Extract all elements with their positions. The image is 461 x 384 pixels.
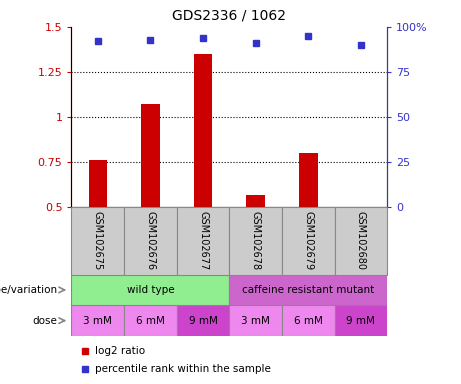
Bar bbox=[177, 207, 229, 275]
Bar bbox=[71, 275, 230, 305]
Text: wild type: wild type bbox=[127, 285, 174, 295]
Bar bbox=[282, 305, 335, 336]
Bar bbox=[282, 207, 335, 275]
Bar bbox=[71, 207, 124, 275]
Bar bbox=[335, 305, 387, 336]
Bar bbox=[299, 153, 318, 207]
Bar bbox=[335, 207, 387, 275]
Bar bbox=[230, 305, 282, 336]
Text: GSM102675: GSM102675 bbox=[93, 211, 103, 270]
Text: 9 mM: 9 mM bbox=[189, 316, 218, 326]
Bar bbox=[177, 305, 229, 336]
Text: 6 mM: 6 mM bbox=[294, 316, 323, 326]
Bar bbox=[229, 207, 282, 275]
Bar bbox=[247, 195, 265, 207]
Bar bbox=[124, 305, 177, 336]
Text: percentile rank within the sample: percentile rank within the sample bbox=[95, 364, 271, 374]
Text: GSM102680: GSM102680 bbox=[356, 211, 366, 270]
Text: GSM102677: GSM102677 bbox=[198, 211, 208, 270]
Text: 3 mM: 3 mM bbox=[83, 316, 112, 326]
Text: GSM102679: GSM102679 bbox=[303, 211, 313, 270]
Bar bbox=[89, 161, 107, 207]
Bar bbox=[141, 104, 160, 207]
Text: 6 mM: 6 mM bbox=[136, 316, 165, 326]
Text: 9 mM: 9 mM bbox=[347, 316, 375, 326]
Text: dose: dose bbox=[33, 316, 58, 326]
Bar bbox=[124, 207, 177, 275]
Text: 3 mM: 3 mM bbox=[241, 316, 270, 326]
Bar bbox=[230, 275, 387, 305]
Text: GSM102676: GSM102676 bbox=[145, 211, 155, 270]
Text: GSM102678: GSM102678 bbox=[251, 211, 260, 270]
Text: caffeine resistant mutant: caffeine resistant mutant bbox=[242, 285, 374, 295]
Text: genotype/variation: genotype/variation bbox=[0, 285, 58, 295]
Bar bbox=[71, 305, 124, 336]
Text: log2 ratio: log2 ratio bbox=[95, 346, 145, 356]
Title: GDS2336 / 1062: GDS2336 / 1062 bbox=[172, 9, 286, 23]
Bar bbox=[194, 54, 212, 207]
